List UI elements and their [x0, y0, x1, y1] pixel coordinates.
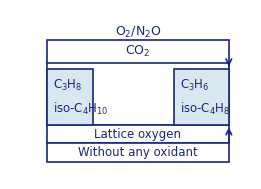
Text: $\mathsf{iso\text{-}C_4H_8}$: $\mathsf{iso\text{-}C_4H_8}$ — [180, 101, 230, 117]
Text: Lattice oxygen: Lattice oxygen — [94, 128, 181, 140]
Bar — [47, 125, 229, 143]
Bar — [47, 69, 93, 125]
Text: Without any oxidant: Without any oxidant — [78, 146, 198, 160]
Bar — [47, 40, 229, 125]
Text: $\mathsf{O_2/N_2O}$: $\mathsf{O_2/N_2O}$ — [115, 25, 161, 40]
Bar — [174, 69, 229, 125]
Text: $\mathsf{C_3H_6}$: $\mathsf{C_3H_6}$ — [180, 78, 210, 93]
Text: $\mathsf{CO_2}$: $\mathsf{CO_2}$ — [125, 44, 150, 59]
Bar — [47, 143, 229, 162]
Text: $\mathsf{C_3H_8}$: $\mathsf{C_3H_8}$ — [53, 78, 82, 93]
Text: $\mathsf{iso\text{-}C_4H_{10}}$: $\mathsf{iso\text{-}C_4H_{10}}$ — [53, 101, 108, 117]
